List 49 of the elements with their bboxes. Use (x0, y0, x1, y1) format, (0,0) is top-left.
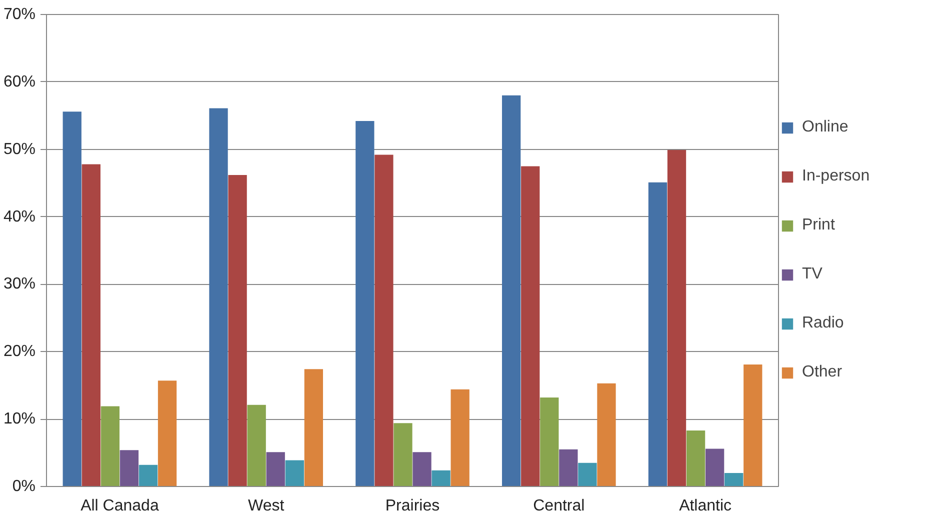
legend-label: TV (802, 266, 822, 284)
bar (744, 364, 762, 486)
legend-label: Other (802, 364, 842, 382)
y-tick-label: 30% (3, 276, 36, 293)
legend-label: Radio (802, 314, 844, 332)
bar (138, 464, 158, 486)
y-tick-label: 10% (3, 410, 36, 428)
bar (394, 423, 412, 486)
x-tick-label: Prairies (385, 498, 440, 514)
bar (521, 166, 540, 486)
bar (450, 389, 470, 486)
bar (228, 174, 247, 486)
bar (374, 154, 394, 486)
bar (502, 95, 521, 486)
bar (578, 462, 597, 486)
bar (597, 383, 616, 486)
y-tick-label: 20% (3, 343, 36, 360)
legend-label: Online (802, 118, 848, 136)
bar (82, 164, 100, 486)
bar (686, 430, 706, 486)
x-tick-label: All Canada (80, 498, 159, 514)
y-tick-label: 60% (3, 73, 36, 90)
x-tick-label: West (248, 498, 285, 514)
bar (540, 397, 559, 486)
bar (158, 380, 177, 486)
y-tick-label: 0% (12, 478, 36, 495)
bar (266, 452, 285, 486)
bar (667, 150, 686, 486)
legend-label: Print (802, 216, 835, 234)
bar (247, 404, 266, 486)
bar (304, 369, 324, 486)
bar (209, 108, 228, 486)
x-tick-label: Central (533, 498, 585, 514)
bar (648, 182, 668, 486)
bar (559, 449, 578, 486)
y-tick-label: 40% (3, 208, 36, 226)
bar (100, 406, 120, 486)
bar (62, 112, 82, 486)
y-tick-label: 50% (3, 140, 36, 158)
bar (432, 470, 450, 486)
legend-label: In-person (802, 168, 870, 186)
bar (724, 473, 744, 486)
bar (412, 452, 432, 486)
bar (705, 448, 724, 486)
bar (356, 121, 374, 486)
bar (285, 460, 304, 486)
x-tick-label: Atlantic (679, 498, 732, 514)
y-tick-label: 70% (3, 6, 36, 23)
bar (120, 450, 139, 486)
